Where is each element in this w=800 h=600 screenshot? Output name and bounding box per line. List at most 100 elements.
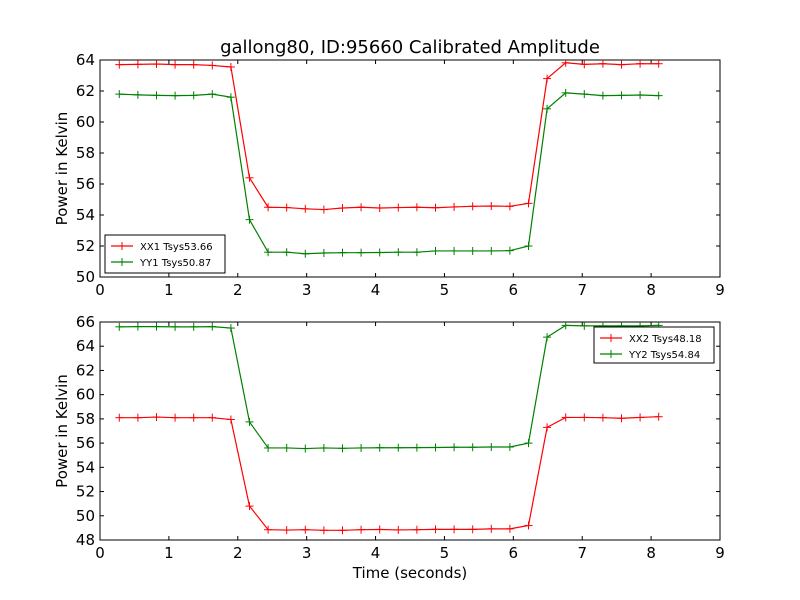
data-point xyxy=(505,202,514,211)
data-point xyxy=(338,444,347,453)
data-point xyxy=(338,526,347,535)
data-point xyxy=(450,246,459,255)
y-tick-label: 52 xyxy=(76,237,95,255)
data-point xyxy=(208,90,217,99)
data-point xyxy=(543,104,552,113)
data-point xyxy=(431,246,440,255)
data-point xyxy=(394,248,403,257)
x-tick-label: 6 xyxy=(509,544,519,562)
legend-box xyxy=(104,234,226,274)
legend-label: YY2 Tsys54.84 xyxy=(628,350,700,361)
data-point xyxy=(282,526,291,535)
data-point xyxy=(431,525,440,534)
data-point xyxy=(505,442,514,451)
data-point xyxy=(189,322,198,331)
data-point xyxy=(152,60,161,69)
data-point xyxy=(617,414,626,423)
x-tick-label: 2 xyxy=(233,281,243,299)
y-tick-label: 66 xyxy=(76,313,95,331)
data-point xyxy=(412,525,421,534)
y-tick-label: 64 xyxy=(76,51,95,69)
data-point xyxy=(189,60,198,69)
plot-frame xyxy=(99,321,721,541)
data-point xyxy=(189,413,198,422)
data-point xyxy=(171,60,180,69)
x-tick-label: 4 xyxy=(371,281,381,299)
data-point xyxy=(357,525,366,534)
data-point xyxy=(543,333,552,342)
y-tick-label: 62 xyxy=(76,82,95,100)
data-point xyxy=(636,413,645,422)
x-tick-label: 3 xyxy=(302,281,312,299)
legend-label: XX1 Tsys53.66 xyxy=(140,242,213,253)
data-point xyxy=(226,93,235,102)
y-axis-label: Power in Kelvin xyxy=(53,374,71,488)
data-point xyxy=(394,203,403,212)
y-tick-label: 52 xyxy=(76,483,95,501)
data-point xyxy=(208,61,217,70)
data-point xyxy=(580,322,589,330)
y-tick-label: 50 xyxy=(76,507,95,525)
legend: XX2 Tsys48.18 YY2 Tsys54.84 xyxy=(593,326,715,364)
y-tick-label: 54 xyxy=(76,458,95,476)
data-point xyxy=(357,443,366,452)
data-point xyxy=(487,246,496,255)
x-tick-label: 1 xyxy=(164,544,174,562)
data-point xyxy=(654,91,663,100)
data-point xyxy=(319,443,328,452)
data-point xyxy=(152,91,161,100)
data-point xyxy=(301,249,310,258)
data-point xyxy=(133,322,142,331)
data-point xyxy=(654,412,663,421)
y-tick-label: 58 xyxy=(76,144,95,162)
data-point xyxy=(115,413,124,422)
data-point xyxy=(561,88,570,97)
data-point xyxy=(468,443,477,452)
data-point xyxy=(468,525,477,534)
data-point xyxy=(487,524,496,533)
data-point xyxy=(505,246,514,255)
x-tick-label: 6 xyxy=(509,281,519,299)
data-point xyxy=(301,525,310,534)
data-point xyxy=(487,442,496,451)
data-point xyxy=(412,248,421,257)
data-point xyxy=(431,203,440,212)
data-point xyxy=(636,91,645,100)
series-group xyxy=(115,60,663,258)
x-tick-label: 7 xyxy=(577,281,587,299)
data-point xyxy=(133,413,142,422)
data-point xyxy=(450,202,459,211)
y-tick-label: 58 xyxy=(76,410,95,428)
data-point xyxy=(431,443,440,452)
data-point xyxy=(208,322,217,331)
x-tick-label: 0 xyxy=(95,544,105,562)
data-point xyxy=(543,74,552,83)
data-point xyxy=(524,242,533,250)
series-group xyxy=(115,322,663,535)
data-point xyxy=(264,203,273,212)
data-point xyxy=(617,91,626,100)
legend-label: XX2 Tsys48.18 xyxy=(629,334,702,345)
x-tick-label: 9 xyxy=(715,281,725,299)
data-point xyxy=(133,60,142,69)
data-point xyxy=(338,248,347,257)
data-point xyxy=(282,248,291,257)
data-point xyxy=(598,60,607,68)
y-tick-label: 50 xyxy=(76,268,95,286)
data-point xyxy=(319,248,328,257)
chart-title: gallong80, ID:95660 Calibrated Amplitude xyxy=(220,37,600,58)
legend-label: YY1 Tsys50.87 xyxy=(139,258,211,269)
data-point xyxy=(561,413,570,422)
data-point xyxy=(561,322,570,330)
x-tick-label: 7 xyxy=(577,544,587,562)
data-point xyxy=(152,322,161,331)
data-point xyxy=(357,203,366,212)
data-point xyxy=(319,526,328,535)
data-point xyxy=(171,91,180,100)
data-point xyxy=(208,413,217,422)
data-point xyxy=(171,413,180,422)
data-point xyxy=(171,322,180,331)
data-point xyxy=(226,324,235,333)
